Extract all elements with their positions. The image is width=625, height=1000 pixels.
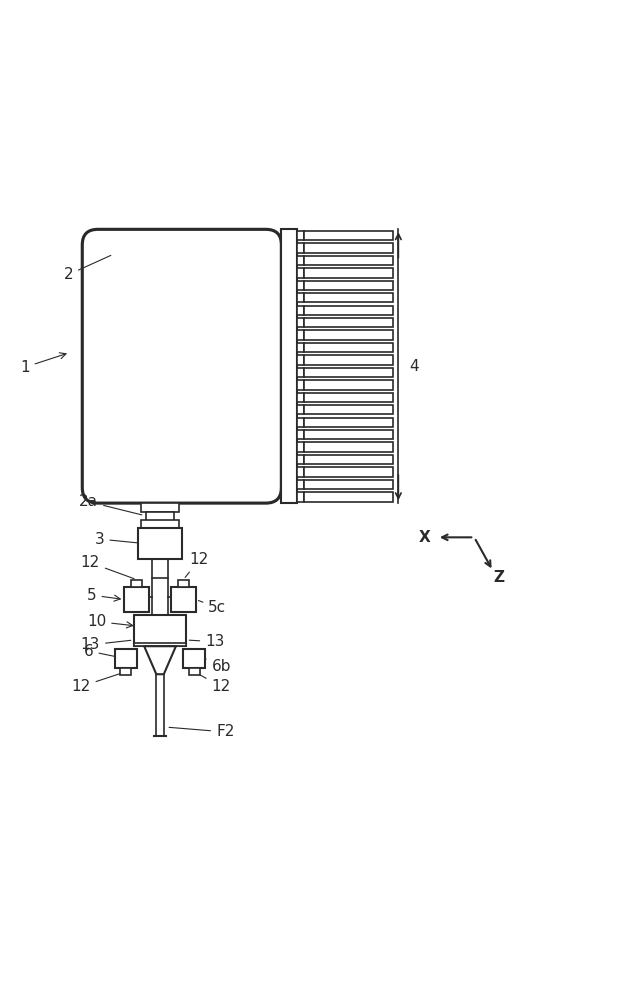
Bar (304, 418, 393, 427)
FancyBboxPatch shape (82, 229, 281, 503)
Text: 12: 12 (71, 673, 123, 694)
Text: 2: 2 (64, 255, 111, 282)
Bar (171, 587, 196, 612)
Bar (124, 587, 149, 612)
Bar (304, 430, 393, 439)
Bar (304, 231, 393, 240)
Bar (304, 343, 393, 352)
Bar (304, 330, 393, 340)
Bar (304, 268, 393, 278)
Bar (141, 520, 179, 528)
Text: 12: 12 (197, 673, 231, 694)
Bar (297, 430, 304, 439)
Bar (304, 256, 393, 265)
Bar (304, 293, 393, 302)
Bar (297, 418, 304, 427)
Bar (131, 580, 142, 587)
Text: 6: 6 (84, 644, 122, 660)
Text: X: X (419, 530, 431, 545)
Polygon shape (144, 646, 176, 674)
Text: 2a: 2a (79, 494, 142, 515)
Bar (297, 355, 304, 365)
Bar (297, 393, 304, 402)
Bar (183, 649, 205, 668)
Text: 13: 13 (81, 637, 131, 652)
Text: 12: 12 (81, 555, 134, 579)
Bar (141, 503, 179, 512)
Bar (304, 442, 393, 452)
Bar (304, 368, 393, 377)
Bar (304, 318, 393, 327)
Bar (281, 229, 297, 503)
Bar (134, 643, 186, 646)
Bar (297, 492, 304, 502)
Text: 4: 4 (409, 359, 419, 374)
Text: 5: 5 (87, 588, 120, 603)
Bar (134, 615, 186, 646)
Text: 5c: 5c (199, 600, 226, 615)
Bar (297, 343, 304, 352)
Bar (304, 393, 393, 402)
Bar (304, 281, 393, 290)
Bar (138, 528, 182, 559)
Bar (297, 243, 304, 253)
Bar (115, 649, 137, 668)
Bar (297, 455, 304, 464)
Bar (146, 512, 174, 521)
Bar (304, 467, 393, 477)
Bar (297, 293, 304, 302)
Bar (297, 480, 304, 489)
Text: 12: 12 (185, 552, 209, 577)
Bar (297, 281, 304, 290)
Bar (297, 330, 304, 340)
Bar (297, 442, 304, 452)
Bar (297, 231, 304, 240)
Bar (297, 405, 304, 414)
Text: 6b: 6b (205, 659, 231, 674)
Bar (297, 268, 304, 278)
Bar (304, 405, 393, 414)
Bar (297, 306, 304, 315)
Bar (304, 492, 393, 502)
Bar (297, 318, 304, 327)
Text: 10: 10 (87, 614, 132, 629)
Text: 13: 13 (189, 634, 224, 649)
Bar (304, 380, 393, 390)
Text: 3: 3 (95, 532, 142, 547)
Bar (297, 256, 304, 265)
Bar (304, 306, 393, 315)
Text: Z: Z (494, 570, 504, 585)
Bar (297, 467, 304, 477)
Bar (177, 580, 189, 587)
Bar (189, 668, 200, 675)
Text: 1: 1 (20, 353, 66, 375)
Bar (297, 368, 304, 377)
Bar (304, 243, 393, 253)
Bar (304, 355, 393, 365)
Text: F2: F2 (169, 724, 234, 739)
Bar (304, 480, 393, 489)
Bar (304, 455, 393, 464)
Bar (297, 380, 304, 390)
Bar (120, 668, 131, 675)
